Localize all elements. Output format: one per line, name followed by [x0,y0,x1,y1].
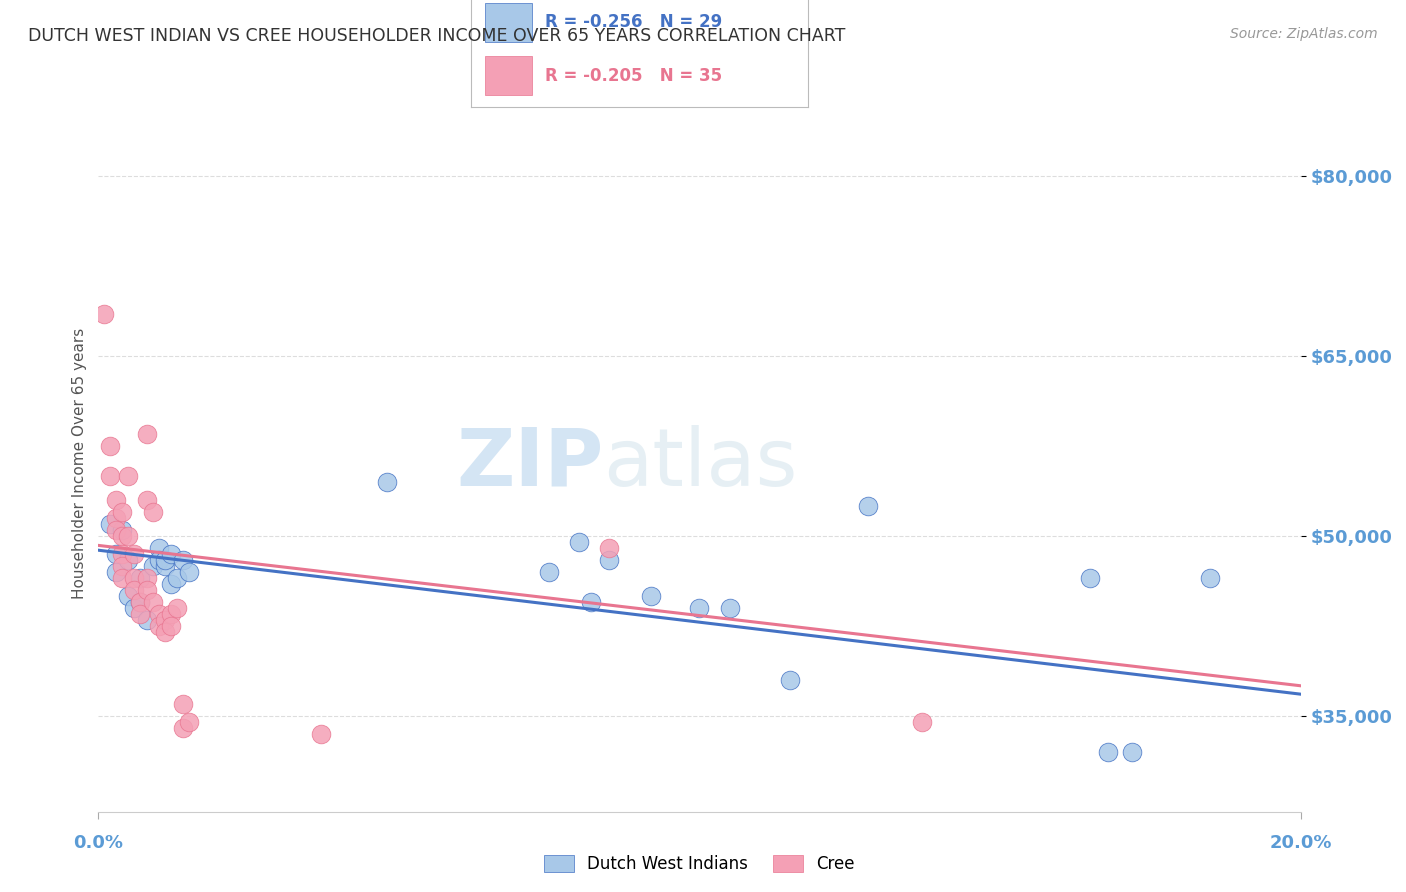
Point [581,595,603,609]
Point [177,714,200,729]
Point [105,492,128,507]
Point [1078,571,1101,585]
Point [538,565,561,579]
Point [1097,745,1119,759]
Point [856,499,879,513]
Point [1121,745,1143,759]
Point [100,468,122,483]
Point [135,613,157,627]
Point [153,553,176,567]
Point [111,523,134,537]
Text: R = -0.205   N = 35: R = -0.205 N = 35 [546,67,723,85]
Point [105,523,128,537]
Bar [485,3,531,42]
Point [148,541,170,555]
Point [568,534,591,549]
Point [111,571,134,585]
Point [135,571,157,585]
Point [141,505,163,519]
Text: Source: ZipAtlas.com: Source: ZipAtlas.com [1230,27,1378,41]
Point [141,595,163,609]
Point [135,582,157,597]
Point [309,727,332,741]
Text: 0.0%: 0.0% [73,834,124,852]
Point [111,558,134,573]
Point [172,553,194,567]
Point [111,529,134,543]
Point [148,607,170,621]
Text: ZIP: ZIP [456,425,603,503]
Bar [485,56,531,95]
Text: DUTCH WEST INDIAN VS CREE HOUSEHOLDER INCOME OVER 65 YEARS CORRELATION CHART: DUTCH WEST INDIAN VS CREE HOUSEHOLDER IN… [28,27,845,45]
Point [105,511,128,525]
Point [117,468,139,483]
Point [111,505,134,519]
Point [153,558,176,573]
Point [135,426,157,441]
Text: atlas: atlas [603,425,797,503]
Point [159,619,181,633]
Point [124,571,146,585]
Point [159,576,181,591]
Point [117,553,139,567]
Point [105,565,128,579]
Point [640,589,662,603]
Point [688,600,710,615]
Point [111,547,134,561]
Point [159,547,181,561]
Point [172,721,194,735]
Point [166,571,188,585]
Point [153,624,176,639]
Point [117,589,139,603]
Text: R = -0.256   N = 29: R = -0.256 N = 29 [546,13,723,31]
Point [1199,571,1222,585]
Text: 20.0%: 20.0% [1270,834,1331,852]
Point [177,565,200,579]
Point [911,714,934,729]
Point [129,571,152,585]
Point [148,553,170,567]
Point [100,439,122,453]
Point [129,607,152,621]
Point [598,553,620,567]
Point [153,613,176,627]
Point [135,492,157,507]
Point [105,547,128,561]
Point [124,582,146,597]
Y-axis label: Householder Income Over 65 years: Householder Income Over 65 years [72,328,87,599]
Point [124,600,146,615]
Point [148,619,170,633]
Point [117,529,139,543]
Point [129,595,152,609]
Legend: Dutch West Indians, Cree: Dutch West Indians, Cree [537,848,862,880]
Point [172,697,194,711]
Point [779,673,801,687]
Point [159,607,181,621]
Point [718,600,741,615]
Point [375,475,398,489]
Point [124,547,146,561]
Point [141,558,163,573]
Point [598,541,620,555]
Point [166,600,188,615]
Point [129,595,152,609]
Point [93,307,115,321]
Point [100,516,122,531]
